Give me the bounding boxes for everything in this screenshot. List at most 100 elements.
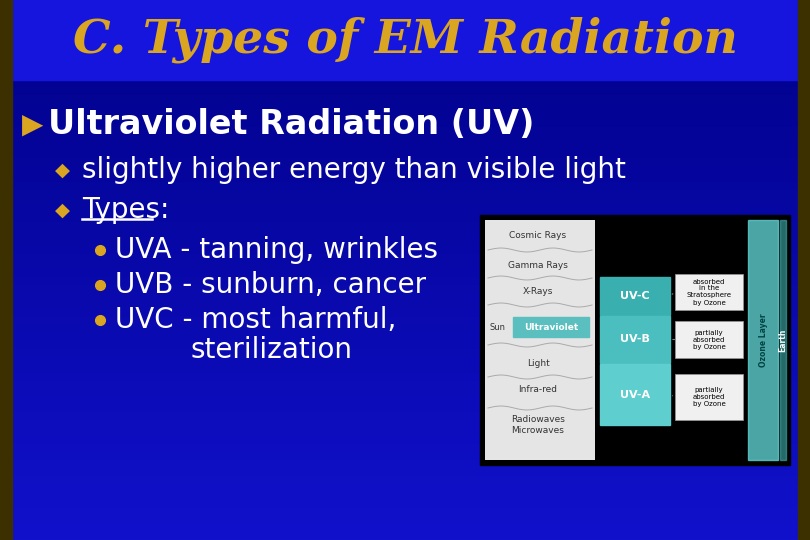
Bar [0, 476, 810, 477]
Bar [0, 223, 810, 224]
Bar [0, 100, 810, 101]
Bar [0, 259, 810, 260]
Bar [0, 267, 810, 268]
Bar [0, 486, 810, 487]
Bar [0, 317, 810, 318]
Bar [0, 215, 810, 216]
Text: X-Rays: X-Rays [522, 287, 553, 296]
Bar [0, 119, 810, 120]
Bar [0, 329, 810, 330]
Bar [0, 9, 810, 10]
Text: partially
absorbed
by Ozone: partially absorbed by Ozone [693, 387, 726, 407]
Bar [0, 114, 810, 115]
Bar [0, 289, 810, 290]
Bar [0, 258, 810, 259]
Text: Infra-red: Infra-red [518, 386, 557, 395]
Bar [0, 93, 810, 94]
Bar [0, 390, 810, 391]
Text: Ultraviolet: Ultraviolet [524, 322, 578, 332]
Text: UV-A: UV-A [620, 389, 650, 400]
Bar [0, 383, 810, 384]
Bar [0, 454, 810, 455]
Bar [0, 176, 810, 177]
Bar [0, 422, 810, 423]
Bar [0, 170, 810, 171]
Bar [0, 461, 810, 462]
Bar [0, 239, 810, 240]
Bar [0, 374, 810, 375]
Bar [0, 185, 810, 186]
Bar [0, 154, 810, 155]
Bar [600, 364, 670, 425]
Bar [0, 513, 810, 514]
Bar [0, 265, 810, 266]
Bar [0, 342, 810, 343]
Bar [0, 186, 810, 187]
Bar [0, 425, 810, 426]
Bar [0, 404, 810, 405]
Bar [0, 228, 810, 229]
Bar [0, 98, 810, 99]
Bar [0, 191, 810, 192]
Bar [0, 427, 810, 428]
Bar [0, 429, 810, 430]
Bar [0, 351, 810, 352]
Bar [0, 292, 810, 293]
Bar [0, 332, 810, 333]
Bar [0, 134, 810, 135]
Bar [0, 173, 810, 174]
Bar [0, 247, 810, 248]
Bar [0, 66, 810, 67]
Text: ▶: ▶ [22, 111, 44, 139]
Bar [0, 236, 810, 237]
Bar [0, 207, 810, 208]
Bar [0, 198, 810, 199]
Bar [0, 20, 810, 21]
Bar [0, 473, 810, 474]
Bar [0, 25, 810, 26]
Bar [0, 471, 810, 472]
Bar [0, 250, 810, 251]
Bar [0, 387, 810, 388]
Bar [0, 403, 810, 404]
Bar [0, 156, 810, 157]
Bar [0, 477, 810, 478]
Bar [0, 168, 810, 169]
Text: Light: Light [526, 359, 549, 368]
Bar [0, 490, 810, 491]
Bar [0, 381, 810, 382]
Bar [0, 222, 810, 223]
Bar [0, 182, 810, 183]
Bar [0, 229, 810, 230]
Bar [0, 475, 810, 476]
Bar [0, 194, 810, 195]
Text: UVA - tanning, wrinkles: UVA - tanning, wrinkles [115, 236, 438, 264]
Bar [0, 29, 810, 30]
Bar [0, 488, 810, 489]
Bar [0, 199, 810, 200]
Bar [0, 430, 810, 431]
Bar [0, 335, 810, 336]
Bar [0, 131, 810, 132]
Bar [0, 42, 810, 43]
Bar [0, 177, 810, 178]
Bar [0, 181, 810, 182]
Bar [0, 89, 810, 90]
Bar [0, 225, 810, 226]
Bar [0, 43, 810, 44]
Bar [0, 281, 810, 282]
Bar [675, 274, 743, 310]
Bar [0, 224, 810, 225]
Bar [0, 110, 810, 111]
Bar [0, 30, 810, 31]
Text: UV-C: UV-C [620, 291, 650, 301]
Bar [0, 527, 810, 528]
Bar [0, 470, 810, 471]
Bar [0, 530, 810, 531]
Bar [0, 209, 810, 210]
Bar [0, 330, 810, 331]
Bar [0, 532, 810, 533]
Bar [0, 104, 810, 105]
Bar [0, 447, 810, 448]
Bar [0, 322, 810, 323]
